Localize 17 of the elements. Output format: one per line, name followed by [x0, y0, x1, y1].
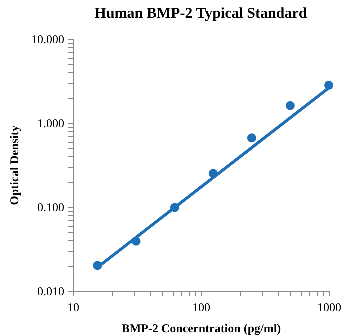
y-axis-title: Optical Density [8, 126, 22, 206]
point [93, 261, 102, 270]
y-tick-label: 10.000 [32, 32, 64, 46]
point [247, 134, 256, 143]
x-tick-label: 1000 [318, 300, 342, 314]
point [132, 236, 141, 246]
y-tick-label: 0.010 [38, 284, 64, 298]
y-tick-label: 1.000 [38, 116, 64, 130]
x-tick-label: 100 [192, 300, 210, 314]
y-tick-label: 0.100 [38, 200, 64, 214]
x-axis-title: BMP-2 Concerntration (pg/ml) [122, 322, 282, 335]
point [208, 169, 218, 178]
point [286, 101, 295, 110]
point [324, 80, 334, 90]
chart-title: Human BMP-2 Typical Standard [94, 6, 308, 22]
x-tick-label: 10 [68, 300, 80, 314]
point [170, 203, 180, 212]
